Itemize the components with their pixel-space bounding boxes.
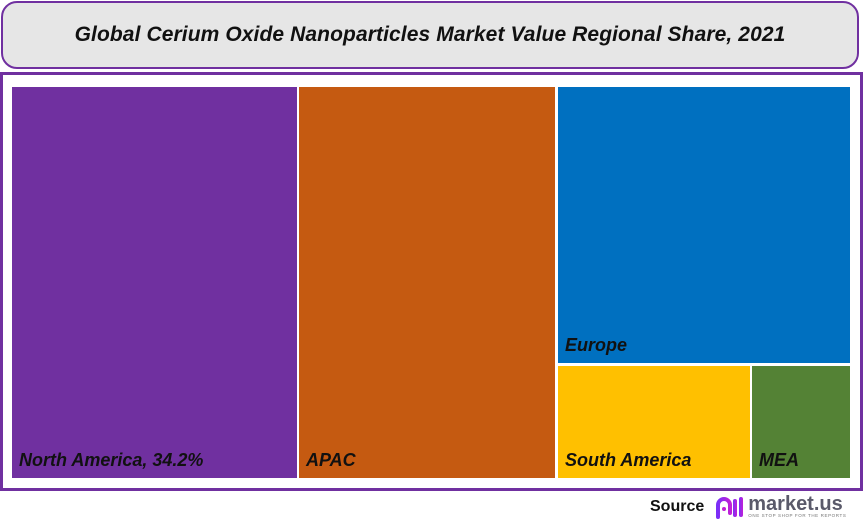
chart-title: Global Cerium Oxide Nanoparticles Market… xyxy=(74,23,786,46)
tile-label-apac: APAC xyxy=(306,450,356,470)
market-us-logo-icon xyxy=(716,497,744,519)
source-label: Source xyxy=(650,498,705,515)
tile-label-south-america: South America xyxy=(565,450,692,470)
tile-label-mea: MEA xyxy=(759,450,799,470)
chart-title-box: Global Cerium Oxide Nanoparticles Market… xyxy=(1,1,859,69)
tile-south-america: South America xyxy=(558,366,750,478)
tile-mea: MEA xyxy=(752,366,850,478)
tile-europe: Europe xyxy=(558,87,850,363)
source-attribution: Source market.us ONE STOP SHOP FOR THE R… xyxy=(650,494,847,520)
tile-apac: APAC xyxy=(299,87,555,478)
brand-tagline: ONE STOP SHOP FOR THE REPORTS xyxy=(748,513,847,518)
brand-name: market.us xyxy=(748,493,843,515)
tile-label-europe: Europe xyxy=(565,335,628,355)
tile-north-america: North America, 34.2% xyxy=(12,87,297,478)
market-us-logo: market.us ONE STOP SHOP FOR THE REPORTS xyxy=(716,493,847,519)
tile-label-north-america: North America, 34.2% xyxy=(19,450,204,470)
